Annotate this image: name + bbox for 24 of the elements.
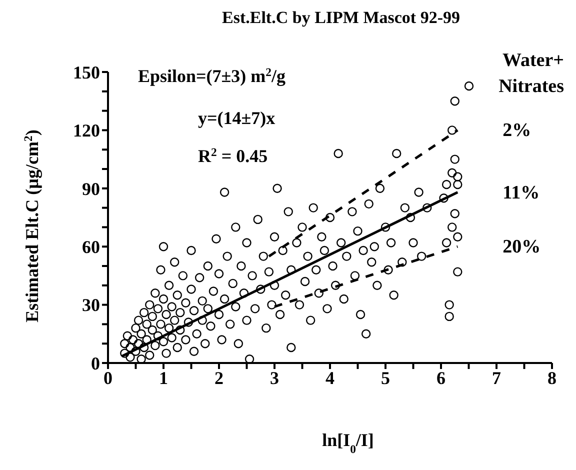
chart-title: Est.Elt.C by LIPM Mascot 92-99 — [221, 8, 461, 29]
annotation: Epsilon=(7±3) m$^{2}$/g — [138, 66, 286, 86]
annotation: R$^{2}$ = 0.45 — [198, 146, 268, 166]
y-tick-label: 60 — [82, 236, 100, 257]
x-axis-title: ln[I$_{0}$/I] — [322, 430, 374, 456]
legend-label: Water+ Nitrates — [498, 50, 564, 97]
text: 20% — [502, 236, 541, 258]
y-tick-label: 30 — [82, 295, 100, 316]
y-tick-label: 90 — [82, 178, 100, 199]
x-tick-label: 7 — [492, 368, 501, 388]
text: 2% — [502, 120, 532, 142]
annotation: y=(14±7)x — [198, 108, 276, 128]
y-tick-label: 0 — [91, 353, 100, 374]
x-tick-label: 1 — [159, 368, 168, 388]
y-tick-label: 150 — [73, 62, 100, 82]
x-tick-label: 3 — [270, 368, 279, 388]
y-tick-label: 120 — [73, 120, 100, 141]
x-tick-label: 4 — [326, 368, 334, 388]
x-tick-label: 0 — [104, 368, 112, 388]
x-tick-label: 6 — [436, 368, 446, 388]
text: 11% — [502, 182, 540, 204]
x-tick-label: 8 — [548, 368, 556, 388]
x-tick-label: 5 — [381, 368, 390, 388]
x-tick-label: 2 — [214, 368, 224, 388]
